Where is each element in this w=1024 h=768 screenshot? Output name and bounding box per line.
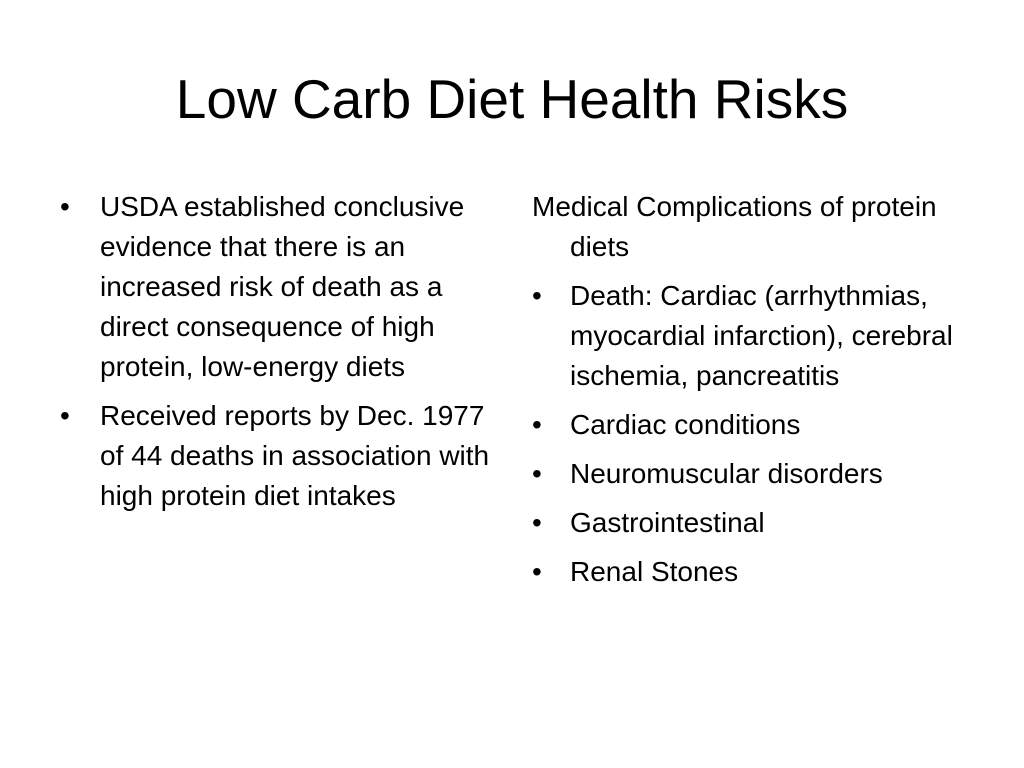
bullet-icon: • <box>532 556 542 587</box>
bullet-text: Received reports by Dec. 1977 of 44 deat… <box>100 400 490 511</box>
list-item: • Renal Stones <box>532 552 972 592</box>
bullet-text: USDA established conclusive evidence tha… <box>100 191 465 382</box>
section-heading: Medical Complications of protein diets <box>532 191 937 262</box>
right-column: Medical Complications of protein diets •… <box>532 187 972 601</box>
bullet-icon: • <box>60 400 70 431</box>
list-item: • Received reports by Dec. 1977 of 44 de… <box>60 396 500 516</box>
bullet-text: Cardiac conditions <box>570 409 801 440</box>
list-item: • USDA established conclusive evidence t… <box>60 187 500 387</box>
left-column: • USDA established conclusive evidence t… <box>60 187 500 525</box>
bullet-text: Renal Stones <box>570 556 739 587</box>
bullet-icon: • <box>532 507 542 538</box>
bullet-text: Neuromuscular disorders <box>570 458 883 489</box>
list-item: • Death: Cardiac (arrhythmias, myocardia… <box>532 276 972 396</box>
list-item: • Neuromuscular disorders <box>532 454 972 494</box>
bullet-icon: • <box>60 191 70 222</box>
bullet-icon: • <box>532 409 542 440</box>
slide-title: Low Carb Diet Health Risks <box>175 68 849 130</box>
right-bullet-list: • Death: Cardiac (arrhythmias, myocardia… <box>532 276 972 592</box>
bullet-text: Death: Cardiac (arrhythmias, myocardial … <box>570 280 953 391</box>
list-item: • Cardiac conditions <box>532 405 972 445</box>
bullet-text: Gastrointestinal <box>570 507 765 538</box>
left-bullet-list: • USDA established conclusive evidence t… <box>60 187 500 516</box>
bullet-icon: • <box>532 458 542 489</box>
bullet-icon: • <box>532 280 542 311</box>
list-item: • Gastrointestinal <box>532 503 972 543</box>
